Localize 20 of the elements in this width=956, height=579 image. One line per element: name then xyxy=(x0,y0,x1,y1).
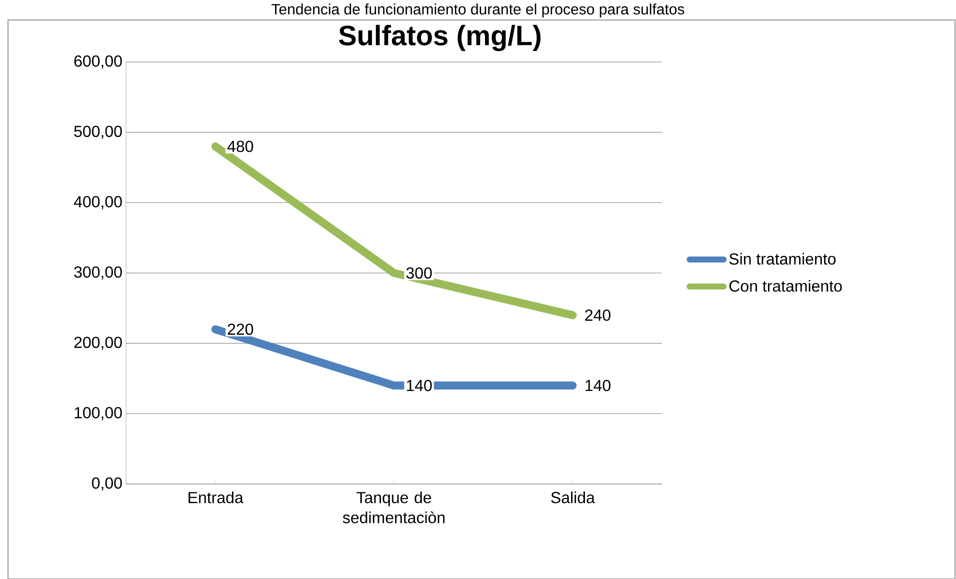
x-tick-label: Salida xyxy=(551,492,595,504)
text: Tendencia de funcionamiento durante el proceso para sulfatos xyxy=(272,4,684,18)
y-tick-label: 0,00 xyxy=(92,477,122,491)
y-tick-label: 100,00 xyxy=(74,407,122,420)
y-tick-label: 500,00 xyxy=(74,126,122,139)
chart-title: Sulfatos (mg/L) xyxy=(338,24,540,52)
data-label: 480 xyxy=(227,140,254,152)
y-tick-label: 300,00 xyxy=(74,266,122,280)
y-tick-label: 400,00 xyxy=(74,196,122,210)
legend-label: Sin tratamiento xyxy=(729,252,836,265)
data-label: 140 xyxy=(586,380,610,392)
legend-label: Con tratamiento xyxy=(729,280,842,292)
data-label: 220 xyxy=(228,324,254,335)
data-label: 140 xyxy=(406,380,432,392)
data-label: 240 xyxy=(585,310,610,321)
y-tick-label: 600,00 xyxy=(74,55,122,69)
data-label: 300 xyxy=(406,267,432,279)
x-tick-label: Tanque de sedimentaciòn xyxy=(342,492,445,524)
x-tick-label: Entrada xyxy=(188,492,244,504)
y-tick-label: 200,00 xyxy=(74,336,122,350)
